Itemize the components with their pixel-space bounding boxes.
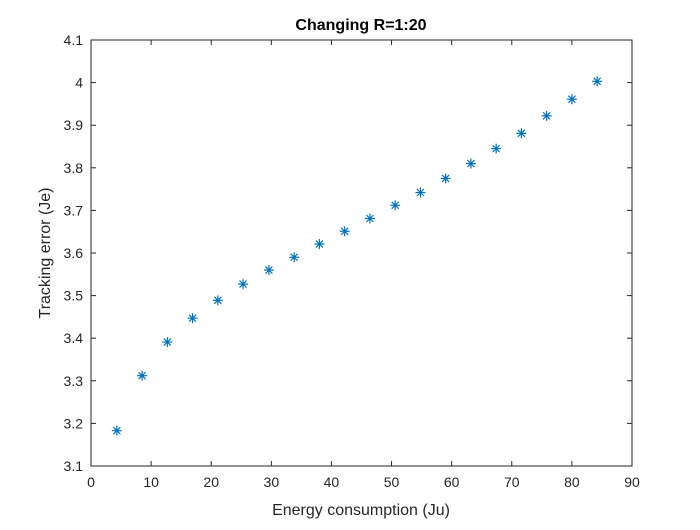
data-point (390, 200, 401, 211)
data-point (111, 425, 122, 436)
chart-title: Changing R=1:20 (295, 17, 426, 34)
x-tick-label: 20 (203, 474, 219, 490)
y-tick-label: 3.3 (64, 373, 84, 389)
data-point (314, 239, 325, 250)
data-point (212, 295, 223, 306)
data-point (465, 158, 476, 169)
data-point (364, 213, 375, 224)
data-point (289, 252, 300, 263)
y-tick-label: 4.1 (64, 32, 84, 48)
data-markers (111, 76, 603, 436)
y-tick-label: 4 (75, 75, 83, 91)
data-point (415, 187, 426, 198)
y-tick-label: 3.5 (64, 288, 84, 304)
plot-area-background (91, 40, 632, 466)
y-tick-label: 3.7 (64, 202, 84, 218)
data-point (491, 143, 502, 154)
y-tick-label: 3.2 (64, 415, 84, 431)
x-tick-label: 40 (324, 474, 340, 490)
data-point (339, 226, 350, 237)
x-tick-label: 30 (264, 474, 280, 490)
data-point (440, 173, 451, 184)
x-tick-label: 10 (143, 474, 159, 490)
plot-area-border (90, 39, 633, 467)
data-point (162, 337, 173, 348)
data-point (187, 313, 198, 324)
data-point (541, 110, 552, 121)
y-tick-label: 3.1 (64, 458, 84, 474)
data-point (238, 279, 249, 290)
y-tick-labels: 3.1 3.2 3.3 3.4 3.5 3.6 3.7 3.8 3.9 4 4.1 (64, 32, 84, 474)
x-tick-label: 60 (444, 474, 460, 490)
y-axis-title: Tracking error (Je) (37, 188, 54, 319)
x-tick-label: 0 (87, 474, 95, 490)
y-tick-label: 3.6 (64, 245, 84, 261)
x-axis-title: Energy consumption (Ju) (272, 502, 450, 519)
x-tick-labels: 0 10 20 30 40 50 60 70 80 90 (87, 474, 640, 490)
y-tick-label: 3.9 (64, 117, 84, 133)
x-tick-label: 80 (564, 474, 580, 490)
y-tick-label: 3.8 (64, 160, 84, 176)
data-point (263, 265, 274, 276)
data-point (516, 128, 527, 139)
axis-ticks (90, 39, 633, 467)
data-point (566, 94, 577, 105)
data-point (592, 76, 603, 87)
data-point (137, 370, 148, 381)
x-tick-label: 50 (384, 474, 400, 490)
x-tick-label: 70 (504, 474, 520, 490)
y-tick-label: 3.4 (64, 330, 84, 346)
x-tick-label: 90 (624, 474, 640, 490)
